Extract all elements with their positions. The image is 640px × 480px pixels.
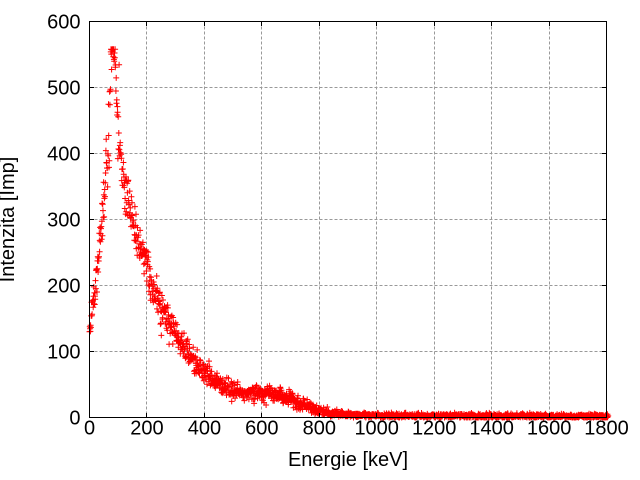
svg-text:1000: 1000 — [354, 418, 399, 440]
svg-text:1600: 1600 — [527, 418, 572, 440]
svg-text:200: 200 — [130, 418, 163, 440]
svg-text:0: 0 — [84, 418, 95, 440]
svg-text:1800: 1800 — [584, 418, 629, 440]
svg-text:Energie [keV]: Energie [keV] — [288, 449, 408, 471]
svg-text:600: 600 — [245, 418, 278, 440]
svg-text:Intenzita [Imp]: Intenzita [Imp] — [0, 157, 19, 283]
svg-text:400: 400 — [47, 144, 80, 166]
svg-text:1200: 1200 — [412, 418, 457, 440]
svg-text:1400: 1400 — [469, 418, 514, 440]
svg-text:400: 400 — [188, 418, 221, 440]
svg-text:0: 0 — [69, 408, 80, 430]
svg-text:100: 100 — [47, 342, 80, 364]
svg-text:500: 500 — [47, 78, 80, 100]
svg-text:600: 600 — [47, 12, 80, 34]
svg-text:200: 200 — [47, 276, 80, 298]
svg-text:300: 300 — [47, 210, 80, 232]
svg-text:800: 800 — [303, 418, 336, 440]
